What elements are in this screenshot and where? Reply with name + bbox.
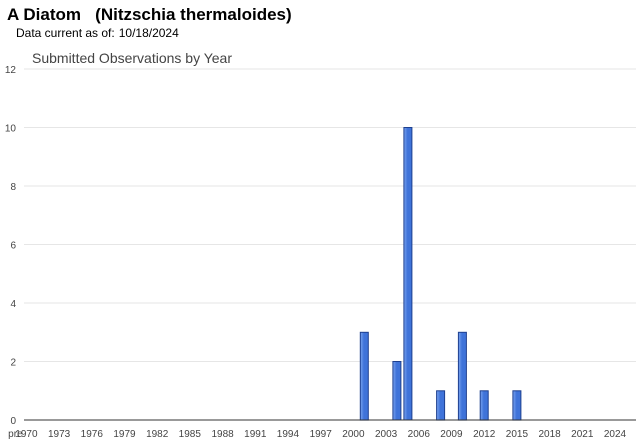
grid-lines [24, 68, 636, 362]
bar-2008 [436, 390, 446, 421]
x-tick-label: 1982 [146, 429, 169, 440]
page-title: A Diatom (Nitzschia thermaloides) [7, 5, 292, 24]
y-axis-ticks: 0 2 4 6 8 10 12 [5, 65, 17, 427]
bar-2012 [479, 390, 489, 421]
x-tick-label: pre [8, 429, 23, 440]
y-tick-label: 12 [5, 65, 17, 76]
x-tick-label: 1970 [15, 429, 38, 440]
x-tick-label: 2003 [375, 429, 398, 440]
bar-2010 [457, 331, 467, 421]
bar-2001 [359, 331, 369, 421]
x-tick-label: 2024 [604, 429, 627, 440]
x-tick-label: 2021 [571, 429, 594, 440]
data-date-value: 10/18/2024 [118, 26, 179, 40]
data-date-line: Data current as of: 10/18/2024 [16, 26, 179, 40]
x-tick-label: 2018 [538, 429, 561, 440]
x-tick-label: 2000 [342, 429, 365, 440]
x-tick-label: 1976 [81, 429, 104, 440]
x-tick-label: 2015 [506, 429, 529, 440]
x-tick-label: 1991 [244, 429, 267, 440]
x-tick-label: 1979 [113, 429, 136, 440]
y-tick-label: 0 [10, 416, 16, 427]
bars [359, 127, 522, 421]
x-tick-label: 1994 [277, 429, 300, 440]
x-tick-label: 2012 [473, 429, 496, 440]
x-tick-label: 1988 [211, 429, 234, 440]
bar-2015 [512, 390, 522, 421]
data-date-label: Data current as of: [16, 26, 115, 40]
y-tick-label: 6 [10, 241, 16, 252]
x-tick-label: 2009 [440, 429, 463, 440]
x-tick-label: 1973 [48, 429, 71, 440]
y-tick-label: 2 [10, 358, 16, 369]
x-tick-label: 1985 [179, 429, 202, 440]
bar-2004 [392, 361, 402, 421]
x-tick-label: 2006 [408, 429, 431, 440]
bar-2005 [403, 127, 413, 421]
chart-title: Submitted Observations by Year [32, 50, 232, 66]
x-tick-label: 1997 [310, 429, 333, 440]
y-tick-label: 4 [10, 299, 16, 310]
y-tick-label: 8 [10, 182, 16, 193]
y-tick-label: 10 [5, 124, 17, 135]
